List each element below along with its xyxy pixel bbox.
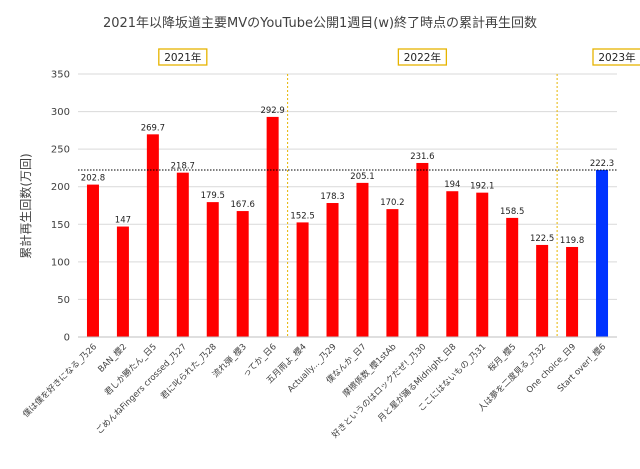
data-labels: 202.8 147 269.7 218.7 179.5 167.6 292.9 152.5 17… <box>81 106 614 246</box>
year-label: 2021年 <box>164 51 201 64</box>
x-tick-label: 君に叱られた_乃28 <box>159 342 219 402</box>
bar <box>86 184 99 337</box>
bar <box>416 162 429 337</box>
data-label: 122.5 <box>530 234 554 244</box>
y-tick-label: 250 <box>51 145 70 156</box>
data-label: 179.5 <box>201 191 225 201</box>
data-label: 205.1 <box>350 172 374 182</box>
bar <box>146 134 159 337</box>
bar <box>386 209 399 337</box>
bar <box>356 182 369 337</box>
chart-title: 2021年以降坂道主要MVのYouTube公開1週目(w)終了時点の累計再生回数 <box>103 15 537 31</box>
bar <box>266 116 279 337</box>
y-tick-label: 350 <box>51 70 70 81</box>
y-tick-label: 150 <box>51 220 70 231</box>
y-tick-labels: 0 50 100 150 200 250 300 350 <box>51 70 70 344</box>
y-tick-label: 100 <box>51 257 70 268</box>
data-label: 170.2 <box>380 198 404 208</box>
data-label: 202.8 <box>81 174 105 184</box>
data-label: 194 <box>444 180 460 190</box>
data-label: 158.5 <box>500 207 524 217</box>
year-labels: 2021年 2022年 2023年 <box>158 48 640 66</box>
bar <box>536 244 549 337</box>
bar <box>206 202 219 337</box>
data-label: 222.3 <box>590 159 614 169</box>
data-label: 269.7 <box>141 123 165 133</box>
data-label: 152.5 <box>290 211 314 221</box>
bar <box>446 191 459 337</box>
bar <box>296 222 309 337</box>
x-tick-label: 僕は僕を好きになる_乃26 <box>21 341 100 420</box>
y-tick-label: 300 <box>51 107 70 118</box>
y-axis-label: 累計再生回数(万回) <box>18 153 33 258</box>
year-label-box <box>158 48 208 66</box>
data-label: 178.3 <box>320 192 344 202</box>
x-tick-label: 君しか勝たん_日5 <box>102 341 159 398</box>
bar <box>596 169 609 337</box>
bar <box>116 226 129 337</box>
year-label-box <box>397 48 448 66</box>
data-label: 231.6 <box>410 152 434 162</box>
data-label: 218.7 <box>171 162 195 172</box>
bar <box>326 203 339 337</box>
bar <box>236 211 249 337</box>
y-tick-label: 0 <box>64 333 70 344</box>
bar <box>476 192 489 337</box>
data-label: 192.1 <box>470 182 494 192</box>
bar <box>506 217 519 337</box>
year-label: 2022年 <box>404 51 441 64</box>
bar <box>176 172 189 337</box>
year-label-box <box>592 48 640 66</box>
gridlines <box>78 73 617 300</box>
data-label: 167.6 <box>231 200 255 210</box>
year-label: 2023年 <box>598 51 635 64</box>
bar <box>566 246 579 337</box>
data-label: 147 <box>115 216 131 226</box>
y-tick-label: 200 <box>51 182 70 193</box>
bars <box>86 116 609 337</box>
data-label: 119.8 <box>560 236 584 246</box>
y-tick-label: 50 <box>57 295 70 306</box>
data-label: 292.9 <box>260 106 284 116</box>
x-tick-labels: 僕は僕を好きになる_乃26BAN_櫻2君しか勝たん_日5ごめんねFingers … <box>21 341 609 440</box>
x-tick-label: 摩擦係数_櫻1stAb <box>340 341 398 399</box>
